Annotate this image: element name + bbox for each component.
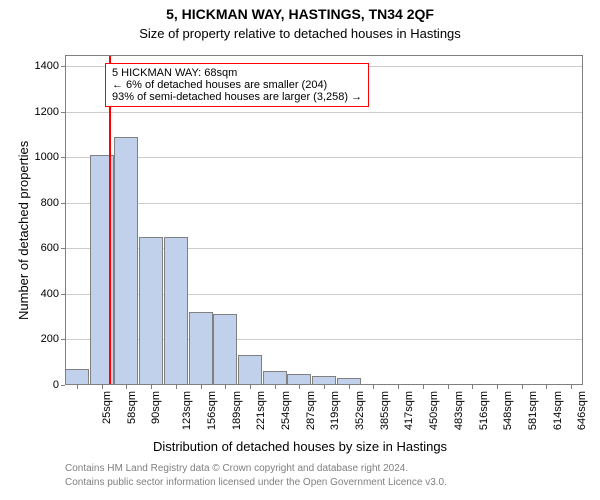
- histogram-bar: [189, 312, 213, 385]
- x-tick-label: 646sqm: [576, 391, 588, 430]
- histogram-bar: [139, 237, 163, 385]
- gridline: [65, 112, 583, 113]
- x-tick-label: 385sqm: [379, 391, 391, 430]
- histogram-bar: [164, 237, 188, 385]
- histogram-bar: [238, 355, 262, 385]
- y-tick-label: 800: [41, 197, 59, 209]
- x-tick-label: 581sqm: [527, 391, 539, 430]
- x-tick-label: 417sqm: [403, 391, 415, 430]
- y-tick-label: 1000: [35, 151, 59, 163]
- x-tick-label: 614sqm: [552, 391, 564, 430]
- y-axis-label: Number of detached properties: [16, 141, 31, 320]
- y-tick-label: 200: [41, 333, 59, 345]
- x-tick-label: 189sqm: [231, 391, 243, 430]
- y-tick-label: 400: [41, 288, 59, 300]
- annotation-line: 5 HICKMAN WAY: 68sqm: [112, 67, 362, 79]
- x-tick-label: 450sqm: [428, 391, 440, 430]
- histogram-bar: [263, 371, 287, 385]
- annotation-line: ← 6% of detached houses are smaller (204…: [112, 79, 362, 91]
- histogram-bar: [65, 369, 89, 385]
- chart-container: { "title": "5, HICKMAN WAY, HASTINGS, TN…: [0, 0, 600, 500]
- annotation-box: 5 HICKMAN WAY: 68sqm← 6% of detached hou…: [105, 63, 369, 107]
- x-tick-label: 352sqm: [354, 391, 366, 430]
- plot-area: 02004006008001000120014005 HICKMAN WAY: …: [65, 55, 583, 385]
- y-tick-label: 1200: [35, 106, 59, 118]
- x-tick-label: 25sqm: [101, 391, 113, 424]
- x-tick-label: 548sqm: [502, 391, 514, 430]
- annotation-line: 93% of semi-detached houses are larger (…: [112, 91, 362, 103]
- x-tick-label: 319sqm: [329, 391, 341, 430]
- chart-subtitle: Size of property relative to detached ho…: [0, 26, 600, 41]
- y-tick-label: 1400: [35, 60, 59, 72]
- x-tick-label: 516sqm: [478, 391, 490, 430]
- x-tick-label: 254sqm: [280, 391, 292, 430]
- x-tick-label: 483sqm: [453, 391, 465, 430]
- x-tick-label: 90sqm: [150, 391, 162, 424]
- gridline: [65, 203, 583, 204]
- x-tick-label: 58sqm: [126, 391, 138, 424]
- histogram-bar: [213, 314, 237, 385]
- chart-title: 5, HICKMAN WAY, HASTINGS, TN34 2QF: [0, 6, 600, 22]
- x-tick-label: 221sqm: [255, 391, 267, 430]
- histogram-bar: [312, 376, 336, 385]
- gridline: [65, 157, 583, 158]
- histogram-bar: [337, 378, 361, 385]
- histogram-bar: [114, 137, 138, 385]
- histogram-bar: [287, 374, 311, 385]
- x-axis-label: Distribution of detached houses by size …: [0, 439, 600, 454]
- x-tick-label: 287sqm: [305, 391, 317, 430]
- x-tick-label: 123sqm: [181, 391, 193, 430]
- x-tick-label: 156sqm: [206, 391, 218, 430]
- y-tick-label: 600: [41, 242, 59, 254]
- y-tick-label: 0: [53, 379, 59, 391]
- footer-line-2: Contains public sector information licen…: [65, 477, 447, 488]
- footer-line-1: Contains HM Land Registry data © Crown c…: [65, 463, 408, 474]
